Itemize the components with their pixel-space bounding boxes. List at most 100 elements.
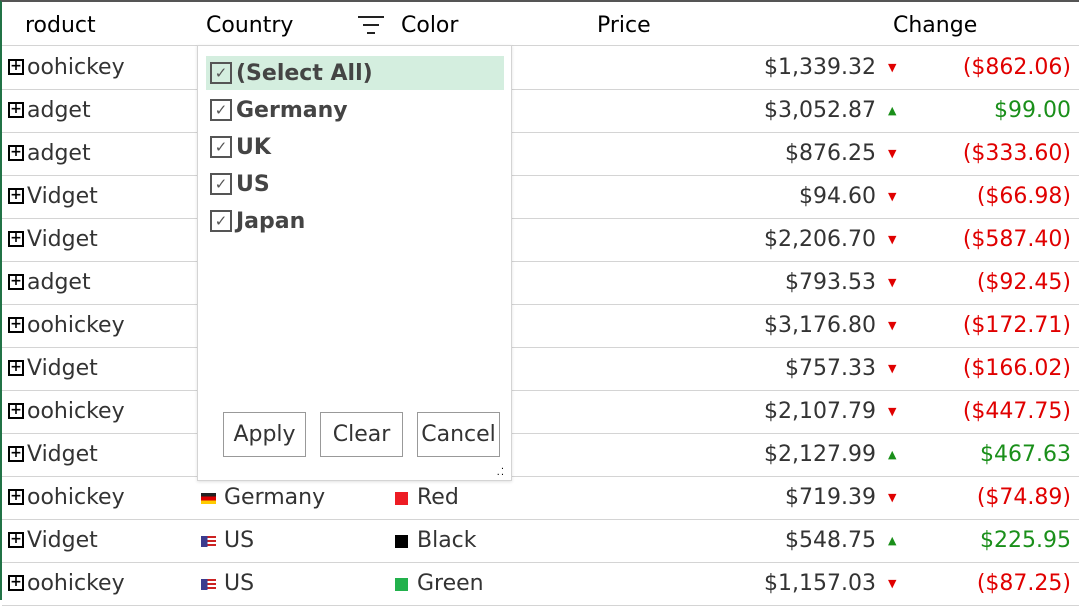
filter-option[interactable]: ✓ US (206, 167, 504, 201)
expand-icon[interactable]: + (8, 575, 24, 591)
color-swatch-icon (395, 535, 408, 548)
color-swatch-icon (395, 578, 408, 591)
product-cell: adget (27, 98, 91, 123)
color-swatch-icon (395, 492, 408, 505)
price-cell: $2,127.99 (764, 442, 876, 467)
product-cell: oohickey (27, 313, 125, 338)
header-color[interactable]: Color (401, 13, 459, 38)
product-cell: Vidget (27, 227, 98, 252)
table-row: + Vidget $757.33 ▼ ($166.02) (2, 348, 1079, 391)
expand-icon[interactable]: + (8, 145, 24, 161)
checkbox-checked-icon[interactable]: ✓ (210, 136, 232, 158)
country-filter-popup: ✓ (Select All) ✓ Germany ✓ UK ✓ US ✓ Japan Apply … (197, 45, 512, 481)
product-cell: Vidget (27, 356, 98, 381)
arrow-down-icon: ▼ (888, 319, 897, 332)
change-cell: ($166.02) (962, 356, 1071, 381)
price-cell: $793.53 (785, 270, 876, 295)
arrow-up-icon: ▲ (888, 448, 897, 461)
table-row: + adget $3,052.87 ▲ $99.00 (2, 90, 1079, 133)
expand-icon[interactable]: + (8, 188, 24, 204)
change-cell: ($862.06) (962, 55, 1071, 80)
change-cell: $225.95 (980, 528, 1071, 553)
arrow-down-icon: ▼ (888, 577, 897, 590)
arrow-down-icon: ▼ (888, 61, 897, 74)
product-cell: Vidget (27, 184, 98, 209)
price-cell: $719.39 (785, 485, 876, 510)
cancel-button[interactable]: Cancel (417, 412, 500, 457)
apply-button[interactable]: Apply (223, 412, 306, 457)
clear-button[interactable]: Clear (320, 412, 403, 457)
expand-icon[interactable]: + (8, 446, 24, 462)
resize-grip-icon[interactable]: ... (496, 461, 505, 478)
product-cell: adget (27, 141, 91, 166)
table-row: + Vidget $2,127.99 ▲ $467.63 (2, 434, 1079, 477)
change-cell: $99.00 (994, 98, 1071, 123)
country-cell: Germany (224, 485, 326, 510)
filter-option-label: US (236, 171, 270, 197)
change-cell: ($447.75) (962, 399, 1071, 424)
price-cell: $2,107.79 (764, 399, 876, 424)
price-cell: $548.75 (785, 528, 876, 553)
change-cell: ($92.45) (976, 270, 1071, 295)
arrow-down-icon: ▼ (888, 491, 897, 504)
header-price[interactable]: Price (597, 13, 651, 38)
change-cell: ($87.25) (976, 571, 1071, 596)
header-product[interactable]: roduct (25, 13, 96, 38)
price-cell: $94.60 (799, 184, 876, 209)
arrow-up-icon: ▲ (888, 534, 897, 547)
filter-option[interactable]: ✓ UK (206, 130, 504, 164)
checkbox-checked-icon[interactable]: ✓ (210, 210, 232, 232)
filter-option[interactable]: ✓ Germany (206, 93, 504, 127)
price-cell: $757.33 (785, 356, 876, 381)
price-cell: $3,176.80 (764, 313, 876, 338)
flag-us-icon (201, 579, 216, 590)
expand-icon[interactable]: + (8, 102, 24, 118)
product-cell: oohickey (27, 55, 125, 80)
table-row: + oohickey $3,176.80 ▼ ($172.71) (2, 305, 1079, 348)
header-row: roduct Country Color Price Change (2, 4, 1079, 46)
change-cell: $467.63 (980, 442, 1071, 467)
price-cell: $3,052.87 (764, 98, 876, 123)
filter-icon[interactable] (358, 16, 384, 36)
change-cell: ($74.89) (976, 485, 1071, 510)
product-cell: oohickey (27, 485, 125, 510)
filter-option[interactable]: ✓ (Select All) (206, 56, 504, 90)
checkbox-checked-icon[interactable]: ✓ (210, 62, 232, 84)
header-country[interactable]: Country (206, 13, 294, 38)
price-cell: $876.25 (785, 141, 876, 166)
expand-icon[interactable]: + (8, 360, 24, 376)
expand-icon[interactable]: + (8, 489, 24, 505)
arrow-down-icon: ▼ (888, 147, 897, 160)
checkbox-checked-icon[interactable]: ✓ (210, 173, 232, 195)
change-cell: ($587.40) (962, 227, 1071, 252)
product-cell: Vidget (27, 442, 98, 467)
expand-icon[interactable]: + (8, 231, 24, 247)
product-cell: oohickey (27, 399, 125, 424)
arrow-down-icon: ▼ (888, 233, 897, 246)
arrow-down-icon: ▼ (888, 362, 897, 375)
color-cell: Red (417, 485, 459, 510)
filter-option[interactable]: ✓ Japan (206, 204, 504, 238)
filter-option-label: (Select All) (236, 60, 373, 86)
header-change[interactable]: Change (893, 13, 978, 38)
expand-icon[interactable]: + (8, 59, 24, 75)
arrow-up-icon: ▲ (888, 104, 897, 117)
table-row: + oohickey Germany Red $719.39 ▼ ($74.89) (2, 477, 1079, 520)
color-cell: Green (417, 571, 484, 596)
expand-icon[interactable]: + (8, 532, 24, 548)
table-row: + oohickey $1,339.32 ▼ ($862.06) (2, 47, 1079, 90)
expand-icon[interactable]: + (8, 403, 24, 419)
change-cell: ($66.98) (976, 184, 1071, 209)
table-row: + Vidget US Black $548.75 ▲ $225.95 (2, 520, 1079, 563)
table-row: + adget $876.25 ▼ ($333.60) (2, 133, 1079, 176)
product-cell: oohickey (27, 571, 125, 596)
flag-de-icon (201, 493, 216, 504)
checkbox-checked-icon[interactable]: ✓ (210, 99, 232, 121)
expand-icon[interactable]: + (8, 317, 24, 333)
expand-icon[interactable]: + (8, 274, 24, 290)
filter-option-label: Germany (236, 97, 348, 123)
country-cell: US (224, 528, 255, 553)
filter-option-label: Japan (236, 208, 306, 234)
country-cell: US (224, 571, 255, 596)
